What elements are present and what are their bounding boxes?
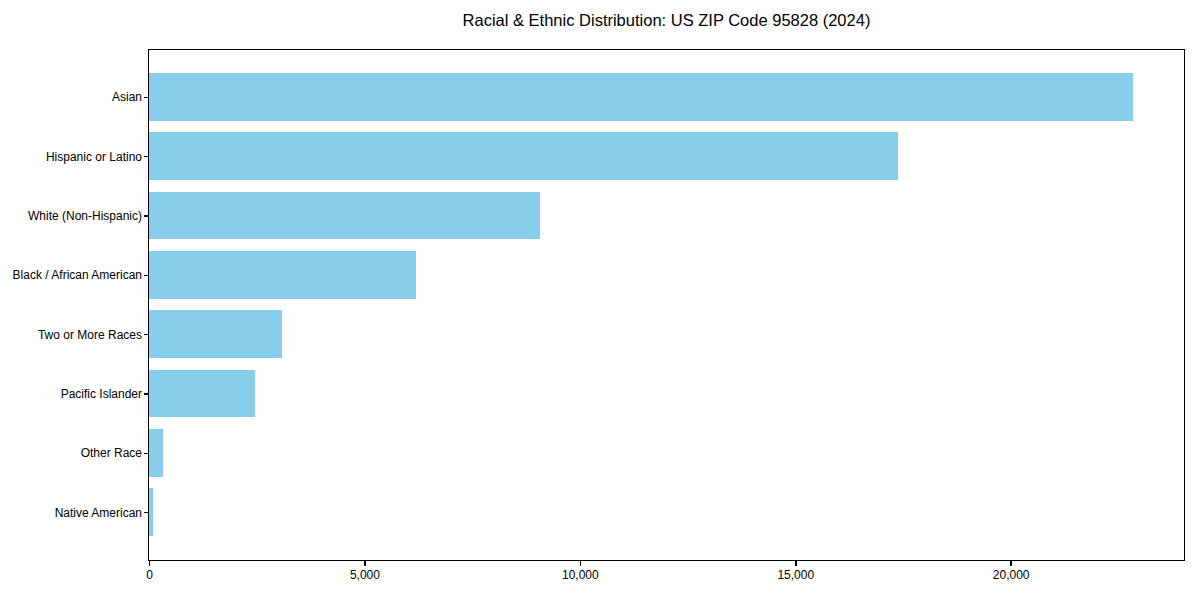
y-axis-label: Native American <box>0 506 142 520</box>
figure: Racial & Ethnic Distribution: US ZIP Cod… <box>0 0 1200 600</box>
y-axis-label: Black / African American <box>0 268 142 282</box>
bar <box>149 192 540 239</box>
bar <box>149 251 416 298</box>
y-axis-label: Pacific Islander <box>0 387 142 401</box>
bar <box>149 488 153 535</box>
y-axis-tick <box>144 512 148 514</box>
x-axis-tick-label: 10,000 <box>562 568 599 582</box>
x-axis-tick <box>795 561 797 566</box>
bar <box>149 73 1133 120</box>
x-axis-tick-label: 20,000 <box>993 568 1030 582</box>
x-axis-tick-label: 5,000 <box>350 568 380 582</box>
bar <box>149 370 255 417</box>
y-axis-tick <box>144 393 148 395</box>
y-axis-tick <box>144 156 148 158</box>
y-axis-label: Asian <box>0 90 142 104</box>
bar <box>149 429 163 476</box>
x-axis-tick <box>364 561 366 566</box>
chart-title: Racial & Ethnic Distribution: US ZIP Cod… <box>148 11 1185 30</box>
y-axis-label: Other Race <box>0 446 142 460</box>
y-axis-tick <box>144 275 148 277</box>
x-axis-tick <box>1010 561 1012 566</box>
bar <box>149 132 898 179</box>
y-axis-tick <box>144 97 148 99</box>
x-axis-tick <box>580 561 582 566</box>
plot-area <box>148 49 1185 561</box>
bar <box>149 310 282 357</box>
y-axis-label: Hispanic or Latino <box>0 150 142 164</box>
y-axis-label: White (Non-Hispanic) <box>0 209 142 223</box>
y-axis-tick <box>144 215 148 217</box>
y-axis-tick <box>144 334 148 336</box>
x-axis-tick-label: 0 <box>146 568 153 582</box>
x-axis-tick <box>149 561 151 566</box>
y-axis-label: Two or More Races <box>0 328 142 342</box>
y-axis-tick <box>144 453 148 455</box>
x-axis-tick-label: 15,000 <box>777 568 814 582</box>
